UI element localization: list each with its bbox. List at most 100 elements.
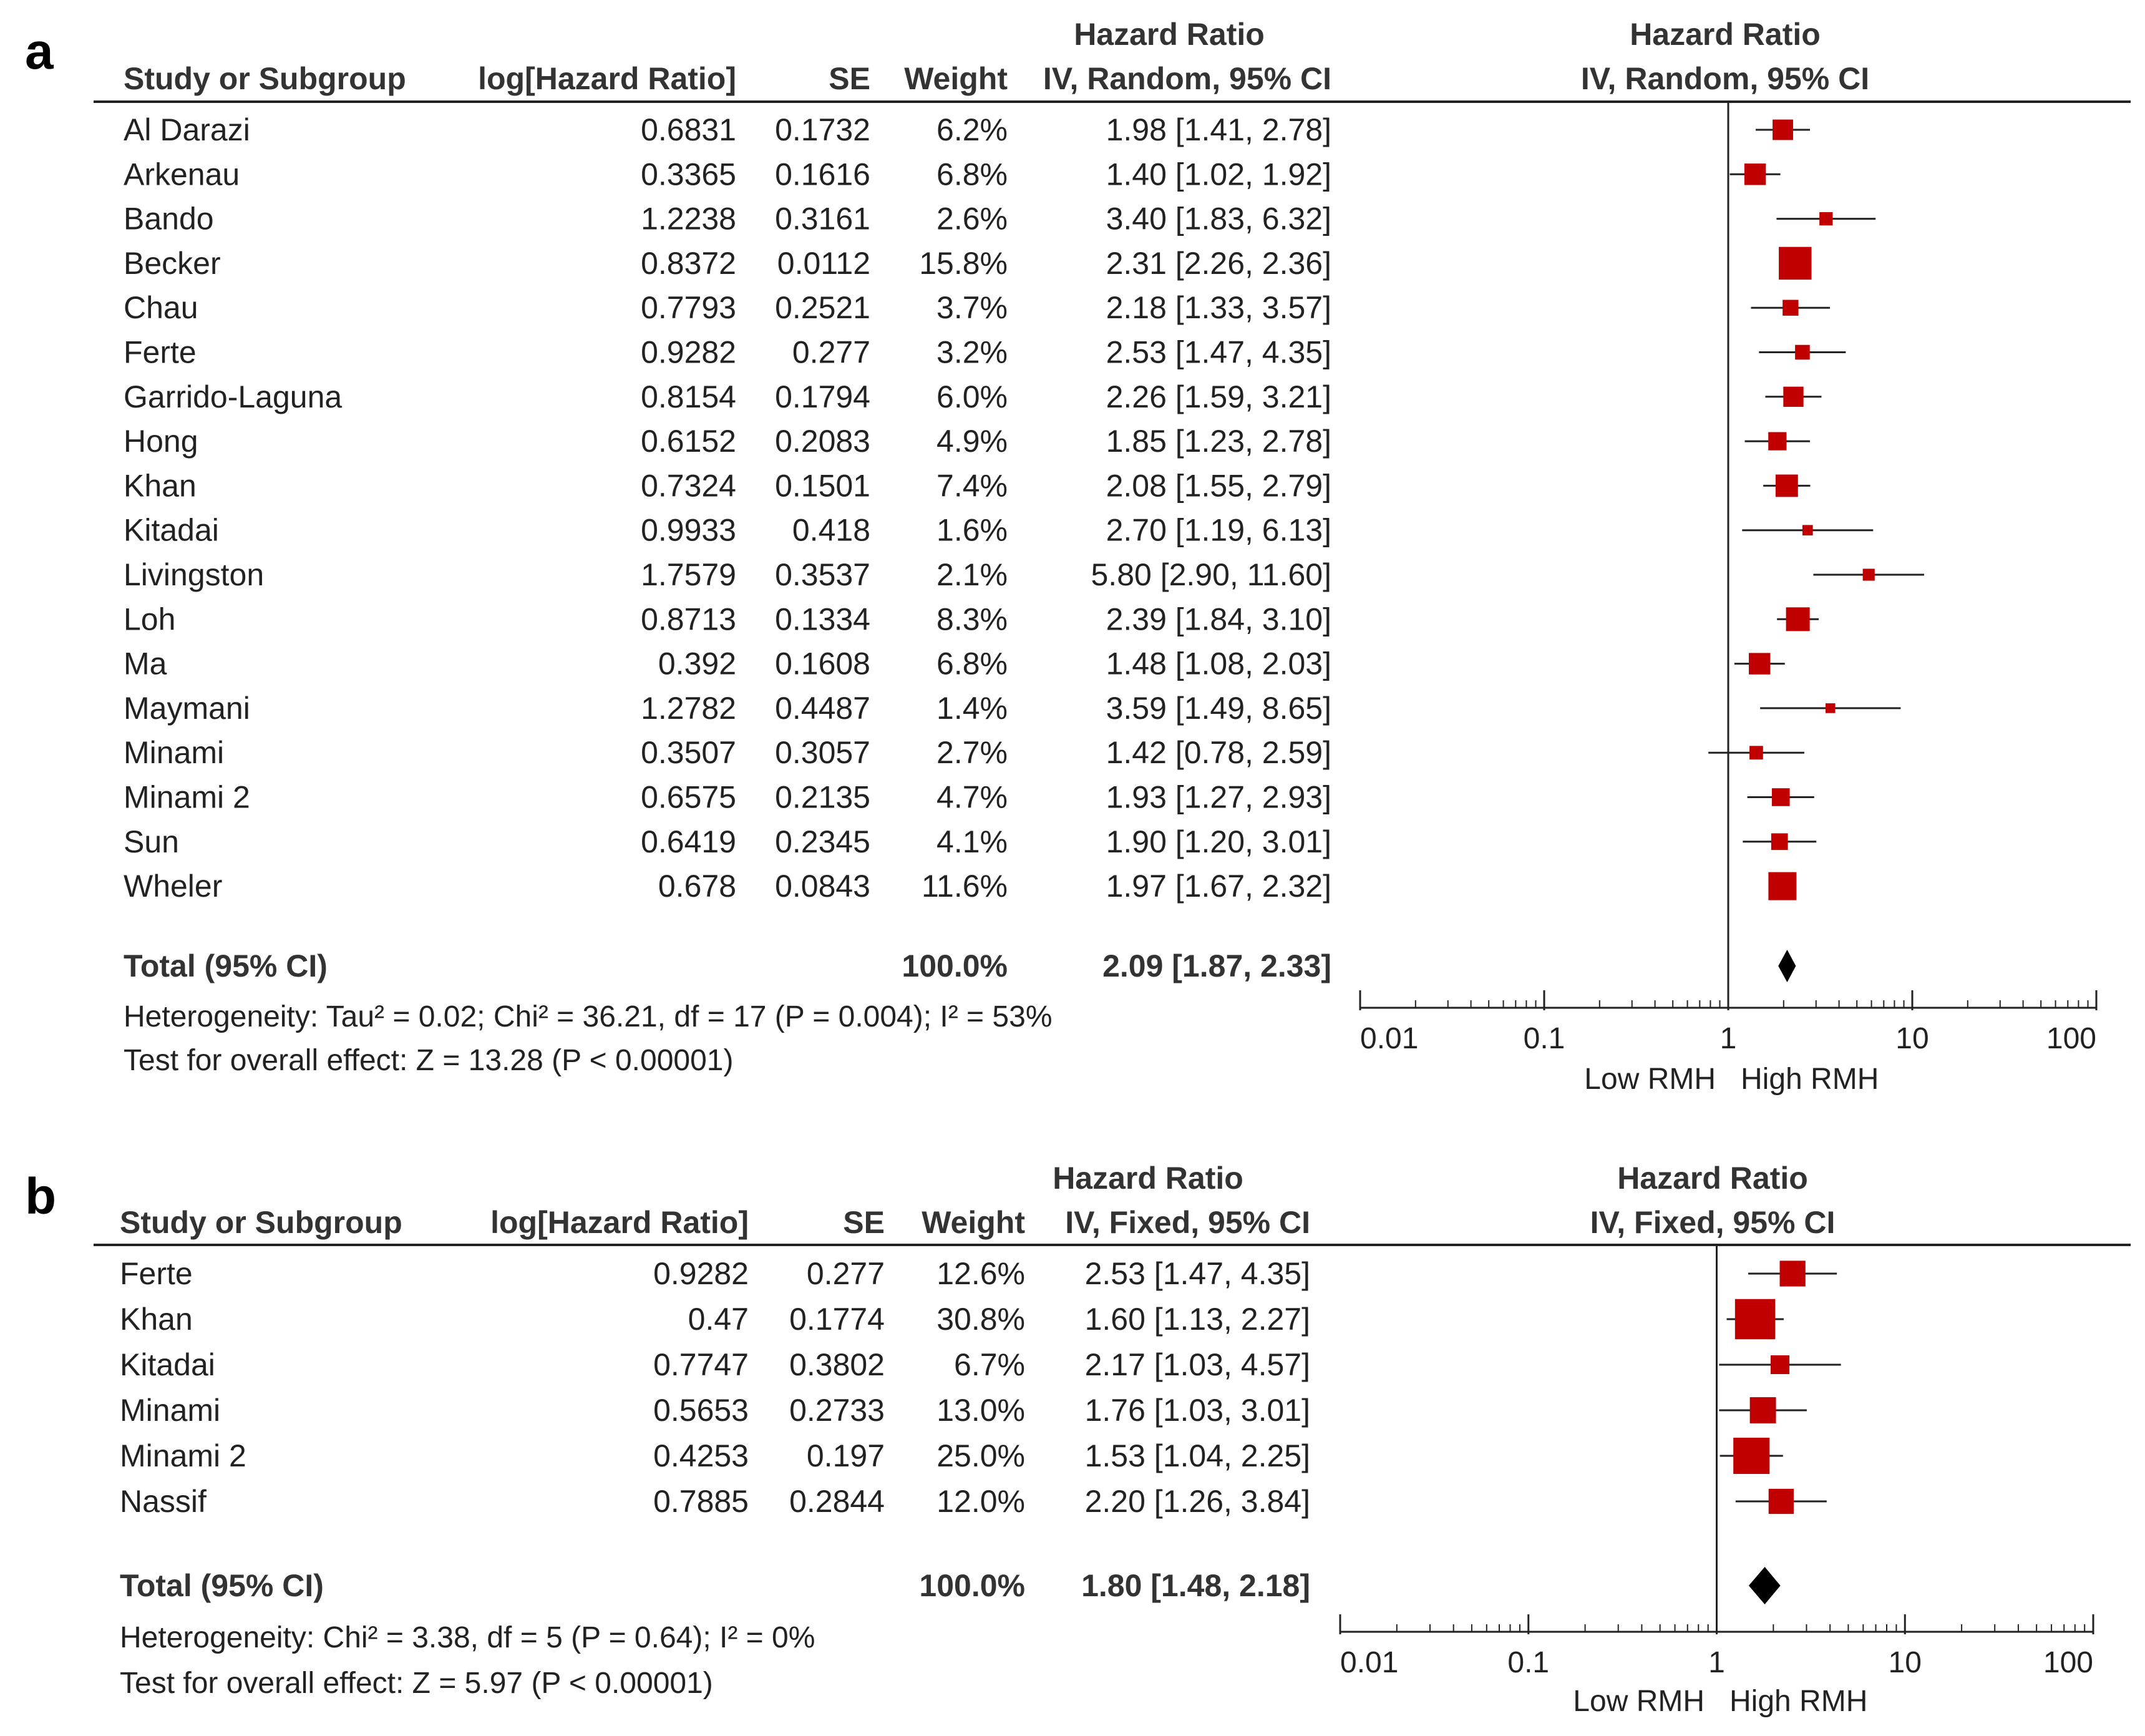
study-se: 0.3057 xyxy=(775,735,870,770)
study-name: Khan xyxy=(120,1302,193,1337)
header-log-hazard-ratio: log[Hazard Ratio] xyxy=(490,1205,749,1240)
study-weight: 6.8% xyxy=(936,646,1008,681)
point-estimate-marker xyxy=(1734,1299,1776,1340)
study-se: 0.1608 xyxy=(775,646,870,681)
study-hr-ci: 2.39 [1.84, 3.10] xyxy=(1106,602,1331,636)
study-se: 0.2345 xyxy=(775,824,870,859)
header-plot-hazard-ratio: Hazard Ratio xyxy=(1617,1161,1808,1196)
study-se: 0.1794 xyxy=(775,379,870,414)
study-name: Ferte xyxy=(120,1256,193,1291)
study-name: Kitadai xyxy=(124,513,219,548)
study-log-hr: 0.7885 xyxy=(653,1484,749,1519)
study-weight: 12.0% xyxy=(936,1484,1025,1519)
x-tick-label: 10 xyxy=(1895,1022,1929,1055)
x-tick-label: 10 xyxy=(1889,1646,1922,1679)
study-log-hr: 0.9933 xyxy=(641,513,736,548)
study-se: 0.3537 xyxy=(775,557,870,592)
study-name: Chau xyxy=(124,290,198,325)
study-log-hr: 0.8154 xyxy=(641,379,736,414)
total-label: Total (95% CI) xyxy=(120,1568,324,1603)
study-log-hr: 0.4253 xyxy=(653,1438,749,1473)
study-se: 0.0112 xyxy=(777,246,870,281)
point-estimate-marker xyxy=(1744,163,1766,185)
study-weight: 12.6% xyxy=(936,1256,1025,1291)
study-se: 0.0843 xyxy=(775,869,870,904)
study-name: Khan xyxy=(124,468,197,503)
study-se: 0.277 xyxy=(807,1256,885,1291)
study-name: Becker xyxy=(124,246,221,281)
study-se: 0.418 xyxy=(792,513,870,548)
study-hr-ci: 2.18 [1.33, 3.57] xyxy=(1106,290,1331,325)
study-weight: 4.9% xyxy=(936,424,1008,459)
study-hr-ci: 1.60 [1.13, 2.27] xyxy=(1085,1302,1310,1337)
study-log-hr: 0.6419 xyxy=(641,824,736,859)
study-hr-ci: 2.08 [1.55, 2.79] xyxy=(1106,468,1331,503)
header-se: SE xyxy=(829,61,870,96)
study-log-hr: 0.5653 xyxy=(653,1393,749,1428)
study-name: Loh xyxy=(124,602,175,636)
study-weight: 13.0% xyxy=(936,1393,1025,1428)
study-weight: 7.4% xyxy=(936,468,1008,503)
study-log-hr: 1.2782 xyxy=(641,691,736,726)
point-estimate-marker xyxy=(1768,1488,1794,1514)
overall-effect-test: Test for overall effect: Z = 5.97 (P < 0… xyxy=(120,1667,713,1700)
study-hr-ci: 1.53 [1.04, 2.25] xyxy=(1085,1438,1310,1473)
favours-low-rmh-label: Low RMH xyxy=(1573,1685,1705,1718)
x-tick-label: 100 xyxy=(2046,1022,2096,1055)
header-plot-hazard-ratio: Hazard Ratio xyxy=(1630,17,1821,52)
study-name: Bando xyxy=(124,202,214,237)
header-hazard-ratio: Hazard Ratio xyxy=(1074,17,1265,52)
study-log-hr: 0.678 xyxy=(658,869,736,904)
study-name: Hong xyxy=(124,424,198,459)
study-hr-ci: 1.97 [1.67, 2.32] xyxy=(1106,869,1331,904)
study-weight: 30.8% xyxy=(936,1302,1025,1337)
study-log-hr: 0.8372 xyxy=(641,246,736,281)
study-name: Arkenau xyxy=(124,157,240,192)
point-estimate-marker xyxy=(1783,386,1804,407)
header-log-hazard-ratio: log[Hazard Ratio] xyxy=(478,61,736,96)
study-name: Ma xyxy=(124,646,167,681)
header-study: Study or Subgroup xyxy=(120,1205,402,1240)
study-se: 0.3802 xyxy=(789,1347,885,1382)
study-hr-ci: 2.17 [1.03, 4.57] xyxy=(1085,1347,1310,1382)
header-study: Study or Subgroup xyxy=(124,61,406,96)
point-estimate-marker xyxy=(1779,1261,1806,1287)
x-tick-label: 0.01 xyxy=(1360,1022,1418,1055)
x-tick-label: 1 xyxy=(1720,1022,1737,1055)
study-weight: 1.4% xyxy=(936,691,1008,726)
point-estimate-marker xyxy=(1749,653,1771,675)
point-estimate-marker xyxy=(1783,300,1799,316)
point-estimate-marker xyxy=(1749,746,1763,760)
overall-effect-test: Test for overall effect: Z = 13.28 (P < … xyxy=(124,1044,733,1077)
study-hr-ci: 1.93 [1.27, 2.93] xyxy=(1106,780,1331,815)
study-weight: 6.0% xyxy=(936,379,1008,414)
study-hr-ci: 5.80 [2.90, 11.60] xyxy=(1091,557,1332,592)
study-se: 0.1501 xyxy=(775,468,870,503)
total-weight: 100.0% xyxy=(902,948,1008,983)
study-name: Al Darazi xyxy=(124,112,250,147)
study-name: Sun xyxy=(124,824,179,859)
favours-high-rmh-label: High RMH xyxy=(1741,1063,1879,1096)
header-hazard-ratio: Hazard Ratio xyxy=(1053,1161,1243,1196)
header-ci-method: IV, Fixed, 95% CI xyxy=(1065,1205,1310,1240)
study-hr-ci: 2.70 [1.19, 6.13] xyxy=(1106,513,1331,548)
point-estimate-marker xyxy=(1862,568,1875,581)
study-se: 0.2844 xyxy=(789,1484,885,1519)
study-name: Ferte xyxy=(124,335,197,370)
pooled-estimate-diamond xyxy=(1778,950,1796,982)
study-hr-ci: 1.40 [1.02, 1.92] xyxy=(1106,157,1331,192)
study-log-hr: 0.6575 xyxy=(641,780,736,815)
study-hr-ci: 2.53 [1.47, 4.35] xyxy=(1106,335,1331,370)
study-log-hr: 0.47 xyxy=(688,1302,749,1337)
heterogeneity-stats: Heterogeneity: Tau² = 0.02; Chi² = 36.21… xyxy=(124,1000,1053,1033)
study-hr-ci: 1.76 [1.03, 3.01] xyxy=(1085,1393,1310,1428)
study-se: 0.2083 xyxy=(775,424,870,459)
panel-letter: b xyxy=(25,1168,56,1225)
study-log-hr: 0.3365 xyxy=(641,157,736,192)
header-se: SE xyxy=(843,1205,885,1240)
study-log-hr: 0.392 xyxy=(658,646,736,681)
study-name: Minami 2 xyxy=(120,1438,246,1473)
study-hr-ci: 3.59 [1.49, 8.65] xyxy=(1106,691,1331,726)
header-weight: Weight xyxy=(904,61,1008,96)
